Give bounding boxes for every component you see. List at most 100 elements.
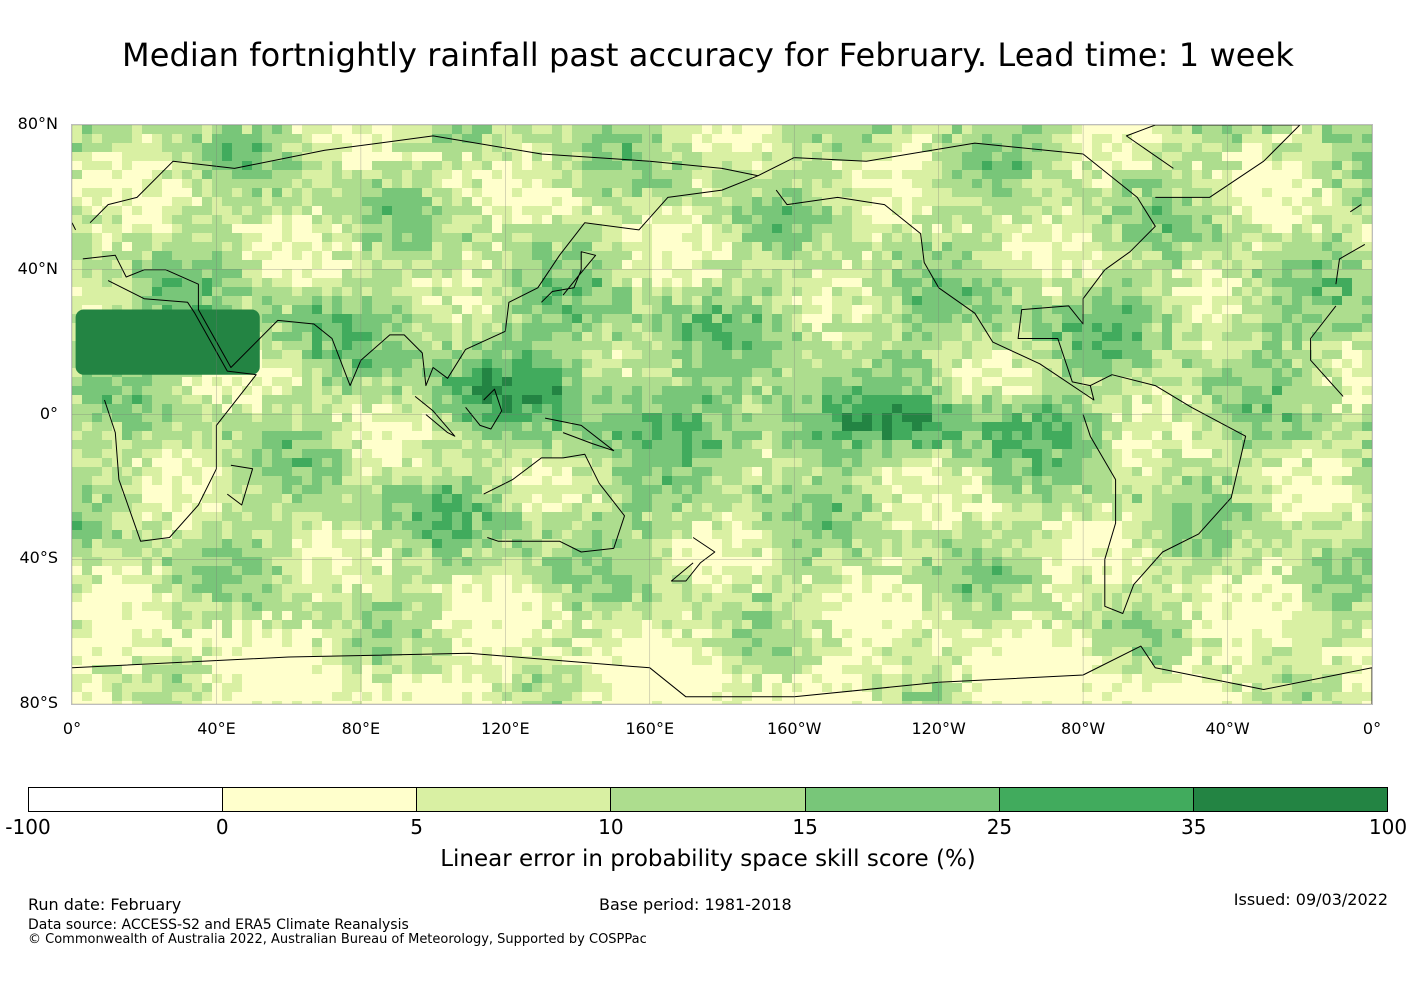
skill-cell <box>352 323 363 333</box>
skill-cell <box>802 449 813 459</box>
skill-cell <box>752 431 763 441</box>
skill-cell <box>142 278 153 288</box>
skill-cell <box>712 125 723 135</box>
skill-cell <box>522 440 533 450</box>
skill-cell <box>72 188 83 198</box>
skill-cell <box>132 377 143 387</box>
skill-cell <box>622 341 633 351</box>
skill-cell <box>602 233 613 243</box>
skill-cell <box>612 143 623 153</box>
skill-cell <box>542 395 553 405</box>
skill-cell <box>942 287 953 297</box>
skill-cell <box>1182 350 1193 360</box>
skill-cell <box>682 242 693 252</box>
skill-cell <box>872 440 883 450</box>
skill-cell <box>872 206 883 216</box>
skill-cell <box>862 458 873 468</box>
skill-cell <box>852 305 863 315</box>
skill-cell <box>912 161 923 171</box>
skill-cell <box>862 287 873 297</box>
skill-cell <box>722 170 733 180</box>
skill-cell <box>322 206 333 216</box>
skill-cell <box>432 296 443 306</box>
skill-cell <box>372 287 383 297</box>
skill-cell <box>142 242 153 252</box>
skill-cell <box>1222 206 1233 216</box>
skill-cell <box>372 206 383 216</box>
skill-cell <box>562 314 573 324</box>
skill-cell <box>822 233 833 243</box>
skill-cell <box>1332 458 1343 468</box>
skill-cell <box>262 458 273 468</box>
skill-cell <box>102 215 113 225</box>
skill-cell <box>312 134 323 144</box>
skill-cell <box>82 215 93 225</box>
skill-cell <box>732 314 743 324</box>
skill-cell <box>492 341 503 351</box>
skill-cell <box>112 224 123 234</box>
skill-cell <box>682 134 693 144</box>
skill-cell <box>382 125 393 135</box>
skill-cell <box>362 332 373 342</box>
skill-cell <box>512 233 523 243</box>
skill-cell <box>1202 224 1213 234</box>
skill-cell <box>332 350 343 360</box>
skill-cell <box>982 404 993 414</box>
skill-cell <box>392 206 403 216</box>
skill-cell <box>1132 386 1143 396</box>
skill-cell <box>1202 314 1213 324</box>
skill-cell <box>452 467 463 477</box>
skill-cell <box>172 251 183 261</box>
skill-cell <box>1122 233 1133 243</box>
skill-cell <box>702 242 713 252</box>
skill-cell <box>862 332 873 342</box>
skill-cell <box>262 134 273 144</box>
skill-cell <box>1362 134 1372 144</box>
skill-cell <box>252 440 263 450</box>
skill-cell <box>1312 161 1323 171</box>
skill-cell <box>1322 152 1333 162</box>
skill-cell <box>862 404 873 414</box>
skill-cell <box>472 251 483 261</box>
skill-cell <box>1102 368 1113 378</box>
skill-cell <box>1322 170 1333 180</box>
skill-cell <box>472 440 483 450</box>
skill-cell <box>812 431 823 441</box>
skill-cell <box>592 125 603 135</box>
skill-cell <box>882 332 893 342</box>
skill-cell <box>502 305 513 315</box>
skill-cell <box>1042 161 1053 171</box>
skill-cell <box>1352 368 1363 378</box>
skill-cell <box>442 341 453 351</box>
skill-cell <box>302 359 313 369</box>
skill-cell <box>262 395 273 405</box>
skill-cell <box>1272 422 1283 432</box>
skill-cell <box>182 206 193 216</box>
skill-cell <box>492 350 503 360</box>
skill-cell <box>392 377 403 387</box>
skill-cell <box>1162 431 1173 441</box>
skill-cell <box>782 260 793 270</box>
skill-cell <box>722 449 733 459</box>
skill-cell <box>1142 278 1153 288</box>
skill-cell <box>512 161 523 171</box>
skill-cell <box>1352 143 1363 153</box>
skill-cell <box>1032 431 1043 441</box>
skill-cell <box>732 359 743 369</box>
skill-cell <box>622 395 633 405</box>
skill-cell <box>892 386 903 396</box>
skill-cell <box>442 359 453 369</box>
skill-cell <box>732 188 743 198</box>
skill-cell <box>702 188 713 198</box>
skill-cell <box>202 188 213 198</box>
skill-cell <box>182 269 193 279</box>
skill-cell <box>1112 458 1123 468</box>
skill-cell <box>1312 359 1323 369</box>
skill-cell <box>1312 251 1323 261</box>
skill-cell <box>322 413 333 423</box>
skill-cell <box>672 449 683 459</box>
skill-cell <box>852 260 863 270</box>
skill-cell <box>512 269 523 279</box>
skill-cell <box>1072 125 1083 135</box>
skill-cell <box>482 413 493 423</box>
